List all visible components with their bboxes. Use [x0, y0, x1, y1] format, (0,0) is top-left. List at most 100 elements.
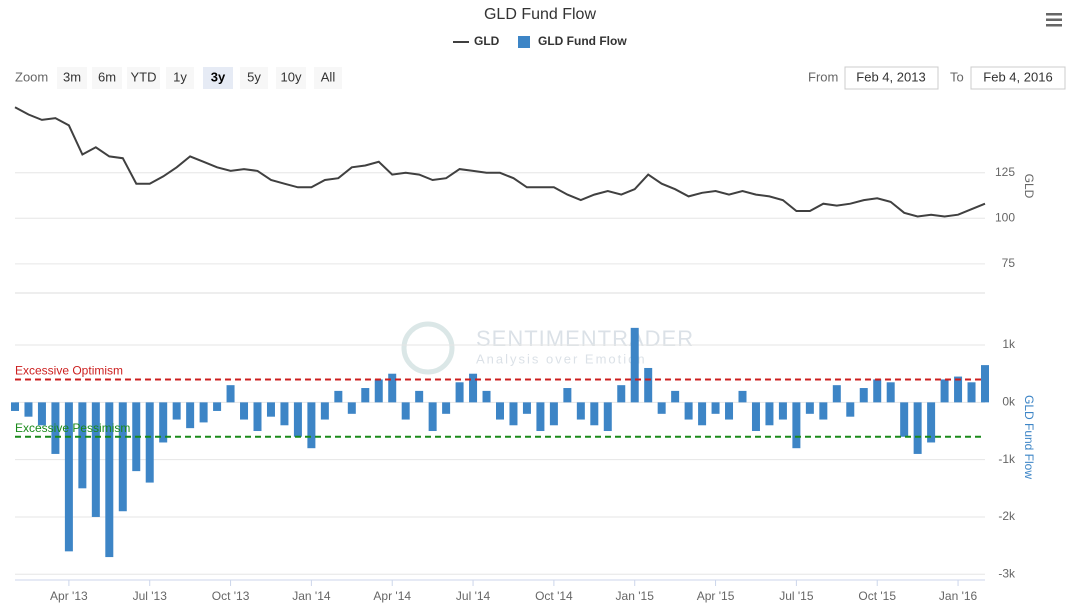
- bar: [981, 365, 989, 403]
- bar: [536, 402, 545, 432]
- watermark-subtitle: Analysis over Emotion: [476, 351, 647, 366]
- bar: [226, 385, 235, 403]
- bar: [401, 402, 410, 420]
- bar: [671, 390, 680, 403]
- bar: [374, 379, 383, 403]
- bar: [859, 388, 868, 403]
- bar: [954, 376, 963, 403]
- y-axis-title: GLD: [1022, 174, 1036, 199]
- bar: [293, 402, 302, 437]
- zoom-button[interactable]: [166, 67, 194, 89]
- bar: [846, 402, 855, 417]
- from-value: Feb 4, 2013: [856, 69, 925, 84]
- bar: [11, 402, 19, 411]
- y-tick-label: 1k: [1002, 337, 1016, 351]
- watermark-title: SENTIMENTRADER: [476, 326, 694, 351]
- bar: [940, 379, 949, 403]
- bar: [765, 402, 774, 426]
- bar: [199, 402, 208, 423]
- y-tick-label: 100: [995, 210, 1015, 224]
- bar: [64, 402, 73, 552]
- bar: [738, 390, 747, 403]
- zoom-button[interactable]: [276, 67, 306, 89]
- x-tick-label: Apr '13: [50, 589, 88, 603]
- bar: [563, 388, 572, 403]
- from-input[interactable]: [844, 66, 939, 90]
- bar: [145, 402, 154, 483]
- bar: [78, 402, 87, 489]
- bar: [51, 402, 60, 454]
- menu-bar: [1046, 18, 1062, 21]
- to-label: To: [950, 69, 964, 84]
- bar: [509, 402, 518, 426]
- x-tick-label: Apr '14: [373, 589, 411, 603]
- bar: [361, 388, 370, 403]
- zoom-button-label: All: [321, 69, 336, 84]
- legend-label[interactable]: GLD: [474, 34, 500, 48]
- bar: [388, 373, 397, 403]
- watermark: SENTIMENTRADER Analysis over Emotion: [401, 321, 694, 375]
- menu-button[interactable]: [1044, 10, 1064, 30]
- bar: [698, 402, 707, 426]
- bar: [603, 402, 612, 432]
- bar: [320, 402, 329, 420]
- bar: [469, 373, 478, 403]
- bar: [549, 402, 558, 426]
- y-tick-label: 125: [995, 165, 1015, 179]
- bar: [900, 402, 909, 437]
- bar: [792, 402, 801, 449]
- from-label: From: [808, 69, 838, 84]
- y-tick-label: 0k: [1002, 395, 1016, 409]
- zoom-button-label: 1y: [173, 69, 187, 84]
- zoom-label: Zoom: [15, 69, 48, 84]
- menu-bar: [1046, 24, 1062, 27]
- x-tick-label: Oct '15: [858, 589, 896, 603]
- to-input[interactable]: [970, 66, 1066, 90]
- bar: [118, 402, 127, 512]
- x-tick-label: Jul '13: [133, 589, 168, 603]
- chart-title: GLD Fund Flow: [484, 6, 596, 23]
- zoom-button-label: 6m: [98, 69, 116, 84]
- bar: [91, 402, 100, 517]
- bar: [496, 402, 504, 420]
- bar: [644, 367, 653, 403]
- reference-label: Excessive Optimism: [15, 364, 123, 378]
- bar: [280, 402, 289, 426]
- bar: [657, 402, 666, 414]
- bar: [886, 382, 895, 403]
- y-tick-label: -3k: [998, 566, 1016, 580]
- zoom-button-label: YTD: [131, 69, 157, 84]
- zoom-button[interactable]: [92, 67, 122, 89]
- bar: [913, 402, 922, 454]
- zoom-button[interactable]: [127, 67, 160, 89]
- bar: [778, 402, 787, 420]
- legend-label[interactable]: GLD Fund Flow: [538, 34, 627, 48]
- zoom-button[interactable]: [314, 67, 342, 89]
- zoom-button[interactable]: [57, 67, 87, 89]
- x-tick-label: Apr '15: [697, 589, 735, 603]
- legend-swatch: [518, 36, 530, 48]
- bar: [482, 390, 491, 403]
- zoom-button-label: 10y: [281, 69, 302, 84]
- x-tick-label: Jul '14: [456, 589, 491, 603]
- zoom-button[interactable]: [240, 67, 268, 89]
- bar: [630, 327, 639, 403]
- watermark-logo: [401, 321, 455, 375]
- bar: [873, 379, 882, 403]
- bar: [240, 402, 249, 420]
- to-value: Feb 4, 2016: [983, 69, 1052, 84]
- x-tick-label: Jan '16: [939, 589, 978, 603]
- bar: [266, 402, 275, 417]
- bar: [347, 402, 356, 414]
- x-tick-label: Jul '15: [779, 589, 814, 603]
- bar: [967, 382, 976, 403]
- bar: [334, 390, 343, 403]
- zoom-button[interactable]: [203, 67, 233, 89]
- bar: [253, 402, 262, 432]
- y2-axis-title: GLD Fund Flow: [1022, 395, 1036, 479]
- bar: [805, 402, 814, 414]
- y-tick-label: 75: [1002, 256, 1016, 270]
- zoom-button-label: 3y: [211, 69, 226, 84]
